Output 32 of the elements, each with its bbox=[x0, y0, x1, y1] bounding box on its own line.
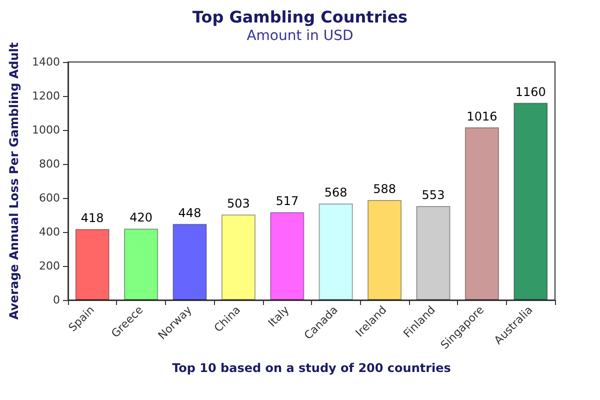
y-axis-title: Average Annual Loss Per Gambling Adult bbox=[7, 42, 21, 320]
chart-subtitle: Amount in USD bbox=[246, 28, 354, 44]
data-label: 448 bbox=[178, 206, 202, 220]
y-tick-label: 1000 bbox=[32, 124, 60, 136]
y-tick-label: 1400 bbox=[32, 56, 60, 68]
y-tick-label: 400 bbox=[39, 226, 60, 238]
bar bbox=[318, 203, 353, 300]
data-label: 517 bbox=[276, 194, 299, 208]
data-label: 588 bbox=[373, 182, 396, 196]
bar bbox=[221, 214, 256, 300]
bar bbox=[514, 102, 548, 300]
chart-title: Top Gambling Countries bbox=[192, 8, 408, 26]
bar bbox=[270, 212, 304, 300]
bar bbox=[75, 228, 110, 300]
y-tick-label: 800 bbox=[39, 158, 60, 170]
y-tick-label: 600 bbox=[39, 192, 60, 204]
data-label: 418 bbox=[80, 210, 104, 225]
data-label: 1016 bbox=[466, 109, 498, 124]
y-tick-label: 1200 bbox=[32, 90, 60, 102]
y-tick-label: 200 bbox=[39, 260, 60, 272]
y-tick-label: 0 bbox=[53, 294, 60, 306]
x-axis-title: Top 10 based on a study of 200 countries bbox=[172, 361, 451, 375]
data-label: 1160 bbox=[515, 84, 546, 99]
bar bbox=[124, 228, 158, 300]
data-label: 568 bbox=[324, 185, 348, 200]
data-label: 420 bbox=[130, 210, 153, 225]
bar bbox=[368, 200, 402, 300]
bar bbox=[464, 127, 499, 300]
bar bbox=[172, 224, 207, 300]
data-label: 503 bbox=[226, 196, 250, 210]
bar bbox=[416, 206, 450, 300]
data-label: 553 bbox=[422, 188, 445, 202]
